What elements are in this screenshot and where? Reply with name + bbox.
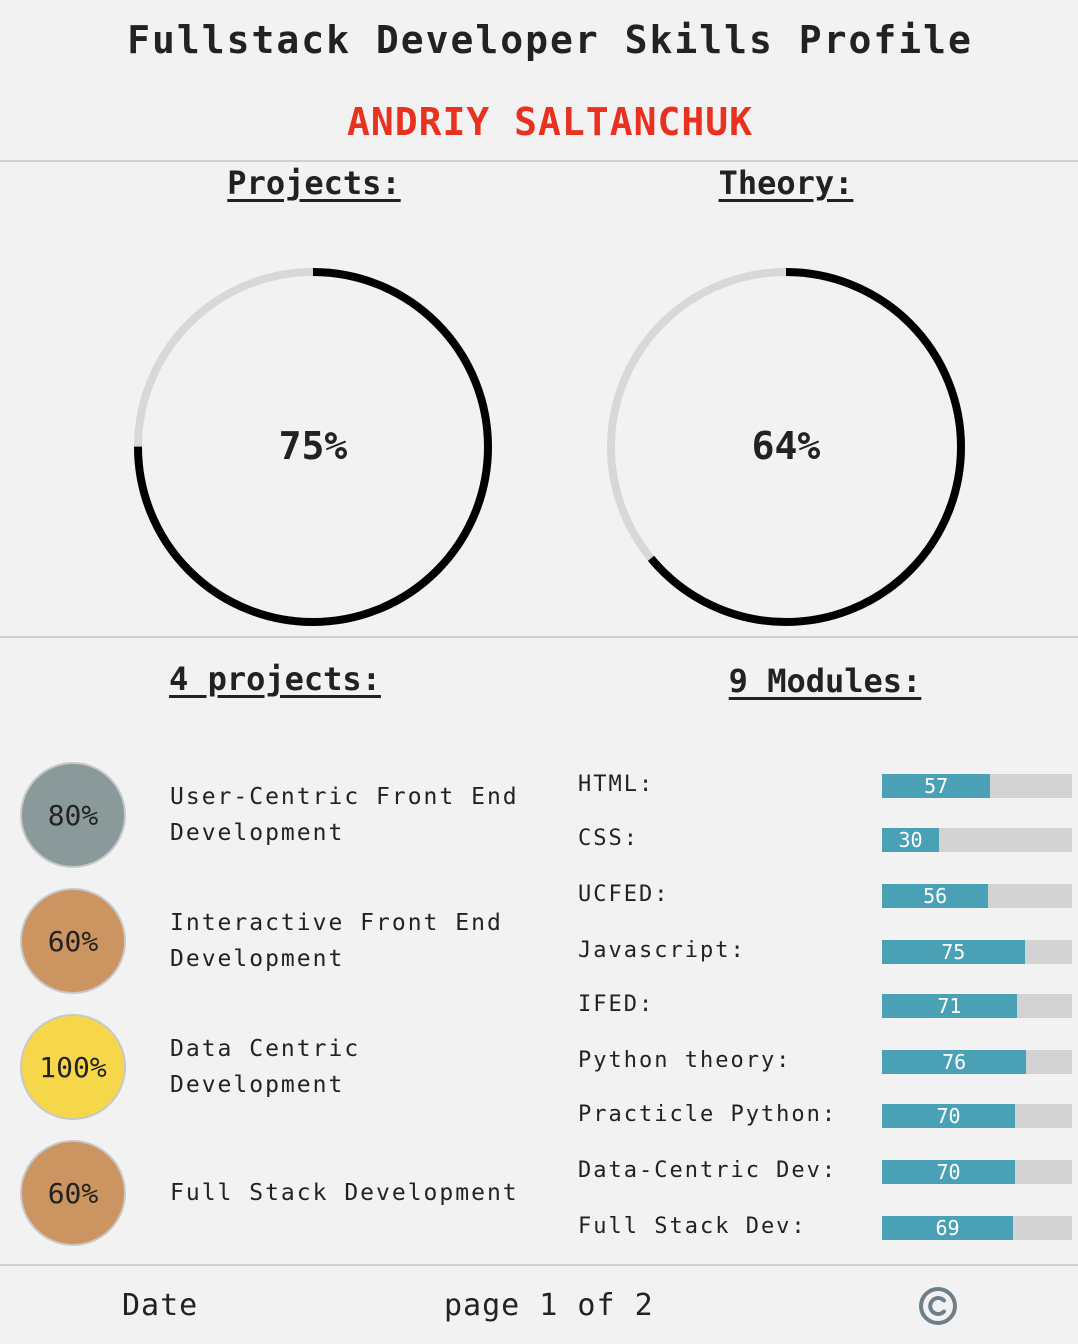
module-row: Javascript: 75	[578, 936, 1072, 976]
theory-progress-arc	[607, 268, 965, 626]
module-name: IFED:	[578, 992, 655, 1017]
module-row: Data-Centric Dev: 70	[578, 1156, 1072, 1196]
projects-progress-ring	[134, 268, 492, 626]
project-name-line1: Data Centric Development	[170, 1036, 361, 1098]
theory-percent: 64%	[751, 424, 821, 468]
project-name-line2: Development	[170, 946, 345, 972]
module-bar-fill: 75	[882, 940, 1025, 964]
project-name-line1: User-Centric Front End	[170, 784, 519, 810]
project-name-line2: Development	[170, 820, 345, 846]
module-name: Data-Centric Dev:	[578, 1158, 838, 1183]
module-row: Practicle Python: 70	[578, 1100, 1072, 1140]
module-name: Practicle Python:	[578, 1102, 838, 1127]
module-name: Full Stack Dev:	[578, 1214, 807, 1239]
projects-percent: 75%	[278, 424, 348, 468]
module-bar-track: 75	[882, 940, 1072, 964]
module-row: CSS: 30	[578, 824, 1072, 864]
module-row: Full Stack Dev: 69	[578, 1212, 1072, 1252]
module-row: HTML: 57	[578, 770, 1072, 810]
module-bar-fill: 57	[882, 774, 991, 798]
module-name: Python theory:	[578, 1048, 792, 1073]
module-name: HTML:	[578, 772, 655, 797]
module-bar-fill: 76	[882, 1050, 1027, 1074]
module-bar-track: 57	[882, 774, 1072, 798]
module-bar-track: 69	[882, 1216, 1072, 1240]
module-bar-fill: 56	[882, 884, 989, 908]
module-row: UCFED: 56	[578, 880, 1072, 920]
project-percent-badge: 100%	[20, 1014, 126, 1120]
projects-label: Projects:	[227, 164, 401, 202]
footer-page-number: page 1 of 2	[444, 1288, 654, 1323]
page-title: Fullstack Developer Skills Profile	[127, 18, 973, 62]
module-bar-track: 70	[882, 1160, 1072, 1184]
module-bar-fill: 30	[882, 828, 939, 852]
module-row: Python theory: 76	[578, 1046, 1072, 1086]
project-name: Interactive Front End Development	[170, 888, 550, 994]
module-bar-fill: 69	[882, 1216, 1014, 1240]
project-name-line1: Full Stack Development	[170, 1180, 519, 1206]
projects-progress-arc	[134, 268, 492, 626]
project-percent-badge: 80%	[20, 762, 126, 868]
module-row: IFED: 71	[578, 990, 1072, 1030]
module-bar-track: 71	[882, 994, 1072, 1018]
project-item: 60% Full Stack Development	[20, 1140, 560, 1250]
module-bar-fill: 70	[882, 1160, 1015, 1184]
project-name: Full Stack Development	[170, 1140, 550, 1246]
project-percent-badge: 60%	[20, 1140, 126, 1246]
modules-heading: 9 Modules:	[728, 662, 922, 700]
module-bar-fill: 70	[882, 1104, 1015, 1128]
summary-divider	[0, 636, 1078, 638]
project-item: 100% Data Centric Development	[20, 1014, 560, 1124]
copyright-icon	[919, 1287, 957, 1325]
module-name: UCFED:	[578, 882, 670, 907]
module-bar-track: 30	[882, 828, 1072, 852]
project-item: 60% Interactive Front End Development	[20, 888, 560, 998]
module-bar-track: 76	[882, 1050, 1072, 1074]
theory-label: Theory:	[718, 164, 854, 202]
project-percent-badge: 60%	[20, 888, 126, 994]
project-name-line1: Interactive Front End	[170, 910, 503, 936]
footer-divider	[0, 1264, 1078, 1266]
module-bar-track: 70	[882, 1104, 1072, 1128]
theory-progress-ring	[607, 268, 965, 626]
module-name: Javascript:	[578, 938, 746, 963]
author-name: ANDRIY SALTANCHUK	[347, 100, 753, 144]
project-name: User-Centric Front End Development	[170, 762, 550, 868]
module-name: CSS:	[578, 826, 639, 851]
module-bar-fill: 71	[882, 994, 1017, 1018]
project-name: Data Centric Development	[170, 1014, 550, 1120]
footer-date: Date	[122, 1288, 199, 1323]
projects-heading: 4 projects:	[169, 660, 381, 698]
project-item: 80% User-Centric Front End Development	[20, 762, 560, 872]
module-bar-track: 56	[882, 884, 1072, 908]
header-divider	[0, 160, 1078, 162]
